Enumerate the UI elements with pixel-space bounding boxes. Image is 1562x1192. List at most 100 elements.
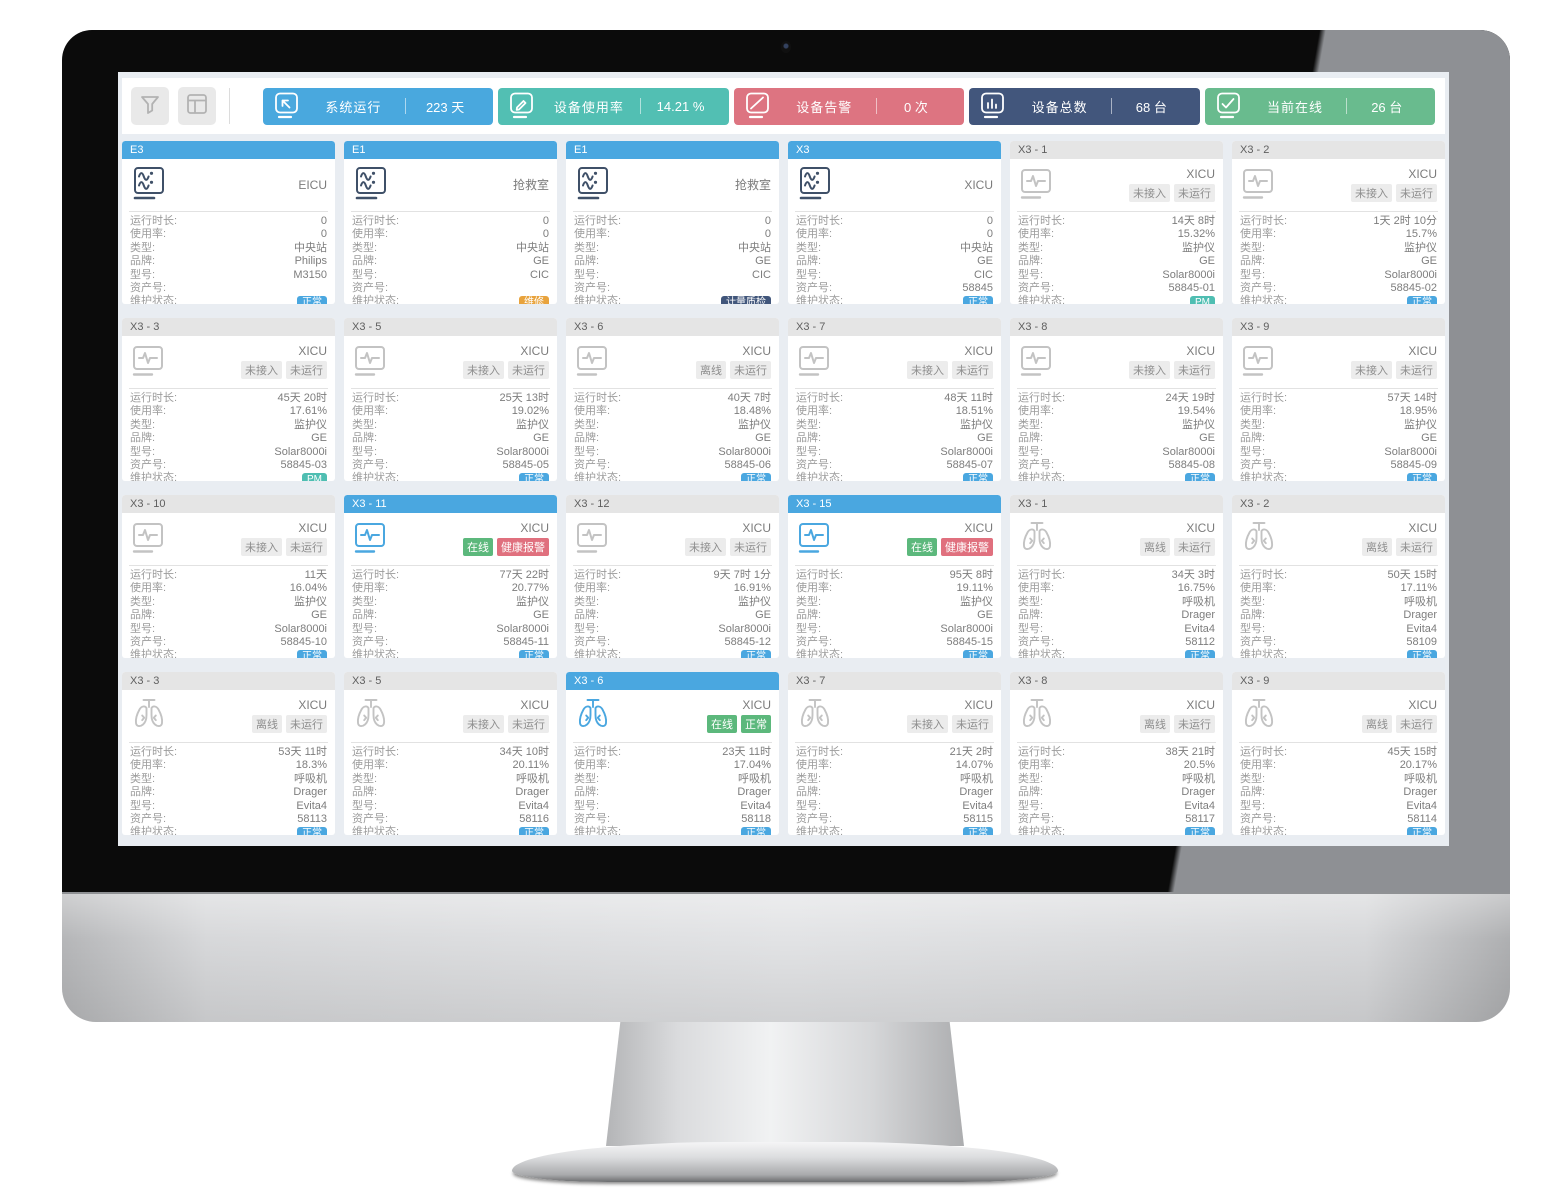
stat-label: 当前在线 <box>1267 99 1324 115</box>
stat-label: 系统运行 <box>325 99 382 115</box>
stat-pill[interactable]: 设备告警 0 次 <box>733 87 965 125</box>
field-row-maintenance: 维护状态: 正常 <box>1239 649 1438 658</box>
field-row: 类型: 监护仪 <box>129 419 328 432</box>
field-value: 17.04% <box>733 759 771 772</box>
field-label: 运行时长: <box>352 746 400 758</box>
patient-monitor-icon <box>352 521 388 557</box>
card-header: X3 - 7 <box>788 318 1001 336</box>
device-card[interactable]: E3 EICU 运行时长: 0 使用率: 0 类型: 中央站 品牌: Philips 型号: M3… <box>122 141 335 304</box>
device-card[interactable]: X3 - 9 XICU 离线 未运行 运行时长: 45天 15时 使用率: 20.17%… <box>1232 672 1445 835</box>
field-row: 品牌: GE <box>573 609 772 622</box>
field-label: 维护状态: <box>1018 295 1066 304</box>
field-label: 型号: <box>130 268 156 281</box>
field-value: 呼吸机 <box>960 772 993 785</box>
field-label: 使用率: <box>574 405 611 418</box>
field-label: 维护状态: <box>1240 649 1288 658</box>
card-header: X3 - 3 <box>122 672 335 690</box>
status-badge: 未运行 <box>952 715 993 733</box>
device-card[interactable]: X3 - 3 XICU 未接入 未运行 运行时长: 45天 20时 使用率: 17.61… <box>122 318 335 481</box>
field-row: 型号: Evita4 <box>1017 623 1216 636</box>
field-label: 型号: <box>574 799 600 812</box>
device-card[interactable]: X3 - 5 XICU 未接入 未运行 运行时长: 25天 13时 使用率: 19.02… <box>344 318 557 481</box>
field-label: 型号: <box>1240 799 1266 812</box>
device-card[interactable]: X3 - 6 XICU 离线 未运行 运行时长: 40天 7时 使用率: 18.48% 类… <box>566 318 779 481</box>
device-card[interactable]: X3 - 7 XICU 未接入 未运行 运行时长: 48天 11时 使用率: 18.51… <box>788 318 1001 481</box>
device-card[interactable]: X3 - 8 XICU 离线 未运行 运行时长: 38天 21时 使用率: 20.5% 类… <box>1010 672 1223 835</box>
field-value: 45天 20时 <box>277 392 327 404</box>
field-row: 资产号: 58117 <box>1017 813 1216 826</box>
card-header: X3 - 9 <box>1232 672 1445 690</box>
field-value: GE <box>1199 255 1215 268</box>
device-card[interactable]: X3 XICU 运行时长: 0 使用率: 0 类型: 中央站 品牌: GE 型号: CIC 资产号:… <box>788 141 1001 304</box>
device-card[interactable]: X3 - 12 XICU 未接入 未运行 运行时长: 9天 7时 1分 使用率: 16.… <box>566 495 779 658</box>
field-row: 型号: Solar8000i <box>129 446 328 459</box>
stat-pill[interactable]: 系统运行 223 天 <box>263 87 494 125</box>
stat-pill[interactable]: 设备使用率 14.21 % <box>498 87 729 125</box>
patient-monitor-icon <box>1018 167 1054 203</box>
location-label: EICU <box>298 177 327 192</box>
device-card[interactable]: E1 抢救室 运行时长: 0 使用率: 0 类型: 中央站 品牌: GE 型号: CIC 资产号: 维… <box>344 141 557 304</box>
device-card[interactable]: X3 - 1 XICU 离线 未运行 运行时长: 34天 3时 使用率: 16.75% 类… <box>1010 495 1223 658</box>
field-value: 25天 13时 <box>499 392 549 404</box>
field-label: 资产号: <box>352 281 389 294</box>
device-card[interactable]: X3 - 11 XICU 在线 健康报警 运行时长: 77天 22时 使用率: 20.7… <box>344 495 557 658</box>
field-row: 品牌: Drager <box>1239 786 1438 799</box>
field-row: 类型: 中央站 <box>795 242 994 255</box>
edit-icon <box>507 91 537 121</box>
central-station-icon <box>574 165 612 204</box>
field-label: 型号: <box>1018 799 1044 812</box>
field-value: 58109 <box>1406 635 1437 648</box>
device-card[interactable]: X3 - 5 XICU 未接入 未运行 运行时长: 34天 10时 使用率: 20.11… <box>344 672 557 835</box>
device-card[interactable]: X3 - 10 XICU 未接入 未运行 运行时长: 11天 使用率: 16.04% 类型… <box>122 495 335 658</box>
maintenance-status-badge: 正常 <box>1185 649 1215 658</box>
field-value: 0 <box>542 215 549 227</box>
device-card[interactable]: X3 - 15 XICU 在线 健康报警 运行时长: 95天 8时 使用率: 19.11… <box>788 495 1001 658</box>
ventilator-lungs-icon <box>1240 519 1278 558</box>
field-row: 型号: M3150 <box>129 269 328 282</box>
field-label: 品牌: <box>1018 432 1044 445</box>
device-card[interactable]: X3 - 3 XICU 离线 未运行 运行时长: 53天 11时 使用率: 18.3% 类… <box>122 672 335 835</box>
field-label: 类型: <box>1240 241 1266 254</box>
status-badges: 未接入 未运行 <box>1351 361 1437 379</box>
field-row: 使用率: 19.11% <box>795 582 994 595</box>
field-label: 资产号: <box>796 458 833 471</box>
field-label: 资产号: <box>352 458 389 471</box>
field-label: 型号: <box>796 445 822 458</box>
field-row: 品牌: GE <box>129 609 328 622</box>
field-value: 58117 <box>1185 812 1215 825</box>
layout-button[interactable] <box>178 87 216 125</box>
device-card[interactable]: X3 - 6 XICU 在线 正常 运行时长: 23天 11时 使用率: 17.04% 类… <box>566 672 779 835</box>
device-card[interactable]: X3 - 8 XICU 未接入 未运行 运行时长: 24天 19时 使用率: 19.54… <box>1010 318 1223 481</box>
field-list: 运行时长: 50天 15时 使用率: 17.11% 类型: 呼吸机 品牌: Drager 型号:… <box>1239 565 1438 658</box>
field-value: 呼吸机 <box>1404 772 1437 785</box>
device-card[interactable]: E1 抢救室 运行时长: 0 使用率: 0 类型: 中央站 品牌: GE 型号: CIC 资产号: 维… <box>566 141 779 304</box>
field-label: 资产号: <box>352 635 389 648</box>
field-value: GE <box>533 609 549 622</box>
maintenance-status-badge: 正常 <box>741 472 771 481</box>
stat-pill[interactable]: 设备总数 68 台 <box>969 87 1200 125</box>
device-card[interactable]: X3 - 7 XICU 未接入 未运行 运行时长: 21天 2时 使用率: 14.07%… <box>788 672 1001 835</box>
device-card[interactable]: X3 - 1 XICU 未接入 未运行 运行时长: 14天 8时 使用率: 15.32%… <box>1010 141 1223 304</box>
field-row: 品牌: GE <box>351 609 550 622</box>
field-row: 型号: Solar8000i <box>1017 446 1216 459</box>
field-label: 维护状态: <box>1240 826 1288 835</box>
field-label: 类型: <box>130 595 156 608</box>
field-row: 运行时长: 9天 7时 1分 <box>573 569 772 582</box>
field-value: 呼吸机 <box>1182 595 1215 608</box>
field-row: 类型: 呼吸机 <box>351 773 550 786</box>
field-value: Drager <box>737 786 771 799</box>
device-card[interactable]: X3 - 2 XICU 未接入 未运行 运行时长: 1天 2时 10分 使用率: 15.… <box>1232 141 1445 304</box>
device-card[interactable]: X3 - 9 XICU 未接入 未运行 运行时长: 57天 14时 使用率: 18.95… <box>1232 318 1445 481</box>
field-row: 使用率: 16.91% <box>573 582 772 595</box>
maintenance-status-badge: 正常 <box>297 295 327 304</box>
field-value: 58113 <box>297 812 327 825</box>
card-header: X3 - 9 <box>1232 318 1445 336</box>
stat-pill[interactable]: 当前在线 26 台 <box>1204 87 1436 125</box>
card-header: E1 <box>344 141 557 159</box>
field-label: 类型: <box>1018 418 1044 431</box>
maintenance-status-badge: 正常 <box>1407 295 1437 304</box>
device-card[interactable]: X3 - 2 XICU 离线 未运行 运行时长: 50天 15时 使用率: 17.11%… <box>1232 495 1445 658</box>
field-value: 58845-07 <box>946 458 994 471</box>
location-label: XICU <box>964 344 993 358</box>
filter-button[interactable] <box>131 87 169 125</box>
